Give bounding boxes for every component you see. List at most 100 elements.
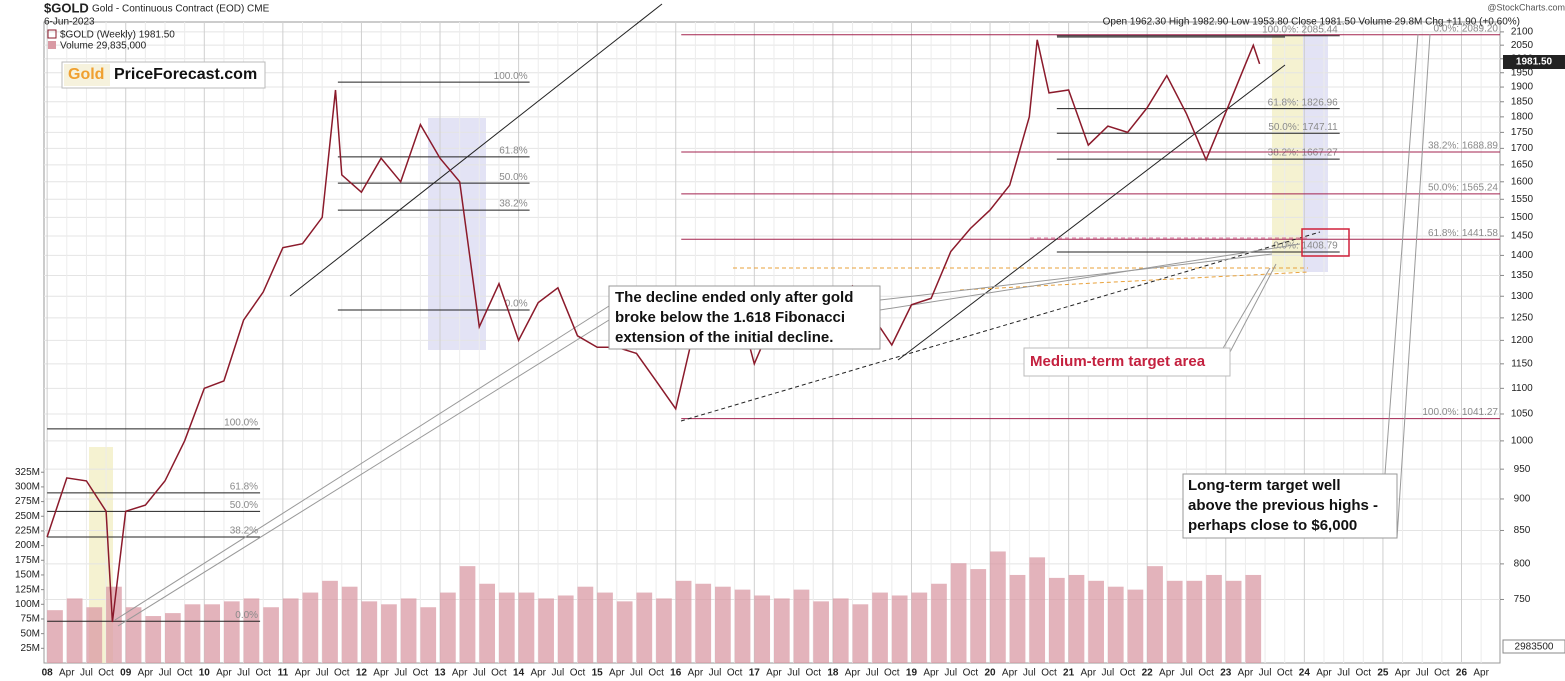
legend-volume: Volume 29,835,000: [60, 41, 147, 52]
volume-bar: [616, 601, 633, 663]
volume-bar: [1068, 574, 1085, 663]
x-tick-label: 24: [1299, 668, 1311, 679]
volume-bar: [754, 595, 771, 663]
x-tick-label: 21: [1063, 668, 1075, 679]
trendline: [680, 231, 1321, 422]
callout-box: [608, 285, 881, 350]
volume-bar: [165, 613, 181, 663]
volume-bar: [204, 604, 221, 663]
volume-tag: 2983500: [1515, 642, 1554, 653]
y-tick-label: 1700: [1511, 143, 1534, 154]
volume-bar: [440, 592, 456, 663]
x-tick-label: 11: [278, 668, 289, 679]
volume-tick-label: 325M: [15, 467, 40, 478]
volume-tag-box: [1502, 639, 1565, 654]
x-tick-label: Oct: [1198, 668, 1214, 679]
x-tick-label: Jul: [159, 668, 172, 679]
x-tick-label: Apr: [1002, 668, 1018, 679]
volume-bar: [773, 598, 790, 663]
volume-bar: [911, 592, 928, 663]
x-tick-label: Jul: [1416, 668, 1429, 679]
volume-bar: [1245, 574, 1262, 663]
volume-bar: [1186, 580, 1203, 663]
y-tick-label: 850: [1514, 525, 1531, 536]
volume-bar: [734, 589, 751, 663]
volume-bar: [1107, 586, 1124, 663]
volume-bar: [852, 604, 869, 663]
volume-tick-label: 225M: [15, 526, 40, 537]
y-tick-label: 1200: [1511, 335, 1534, 346]
fib-label: 100.0%: [494, 71, 528, 82]
y-tick-label: 1500: [1511, 212, 1534, 223]
x-tick-label: Oct: [1355, 668, 1371, 679]
title: $GOLD: [44, 0, 89, 15]
pointer: [1384, 33, 1419, 475]
volume-bar: [597, 592, 613, 663]
x-tick-label: Jul: [1337, 668, 1350, 679]
pointer: [879, 243, 1301, 311]
volume-tick-label: 300M: [15, 482, 40, 493]
x-tick-label: Oct: [255, 668, 271, 679]
fib-label: 38.2%: 1667.27: [1268, 148, 1338, 159]
x-tick-label: Oct: [884, 668, 900, 679]
x-tick-label: 15: [592, 668, 604, 679]
y-tick-label: 950: [1514, 464, 1531, 475]
volume-bar: [243, 598, 260, 663]
volume-bar: [223, 601, 240, 663]
x-tick-label: Apr: [1238, 668, 1254, 679]
x-tick-label: Apr: [766, 668, 782, 679]
pointer: [1396, 33, 1431, 539]
callout-box: [1182, 473, 1398, 539]
x-tick-label: Jul: [551, 668, 564, 679]
volume-bar: [931, 583, 947, 663]
volume-bar: [86, 607, 103, 663]
volume-bar: [675, 580, 692, 663]
x-tick-label: Jul: [866, 668, 879, 679]
x-tick-label: Oct: [1120, 668, 1136, 679]
volume-bar: [872, 592, 888, 663]
fib-label: 61.8%: [499, 146, 527, 157]
shade-yellow: [1272, 35, 1303, 272]
volume-bar: [400, 598, 417, 663]
volume-bar: [498, 592, 515, 663]
x-tick-label: 23: [1220, 668, 1232, 679]
volume-bar: [656, 598, 672, 663]
logo-site: PriceForecast.com: [114, 66, 257, 83]
volume-bar: [695, 583, 712, 663]
y-tick-label: 1150: [1511, 358, 1533, 369]
x-tick-label: Jul: [944, 668, 957, 679]
volume-bar: [1009, 574, 1026, 663]
x-tick-label: Oct: [963, 668, 979, 679]
volume-bar: [263, 607, 279, 663]
pointer: [879, 253, 1273, 301]
volume-bar: [459, 566, 476, 663]
x-tick-label: 09: [120, 668, 132, 679]
volume-tick-label: 200M: [15, 540, 40, 551]
x-tick-label: 20: [984, 668, 996, 679]
fib-label: 61.8%: [230, 482, 258, 493]
x-tick-label: Apr: [138, 668, 154, 679]
trendline: [289, 3, 663, 297]
callout-text: extension of the initial decline.: [615, 329, 833, 346]
last-price-tag: [1503, 55, 1565, 69]
fib-label: 50.0%: [499, 172, 527, 183]
y-tick-label: 1850: [1511, 96, 1534, 107]
x-tick-label: 14: [513, 668, 525, 679]
fib-label: 0.0%: [505, 299, 528, 310]
legend-icon: [48, 41, 56, 49]
volume-bar: [1166, 580, 1183, 663]
y-tick-label: 1650: [1511, 159, 1534, 170]
pointer: [1229, 263, 1277, 353]
x-tick-label: Jul: [473, 668, 486, 679]
x-tick-label: 08: [42, 668, 54, 679]
volume-tick-label: 100M: [15, 599, 40, 610]
y-tick-label: 1900: [1511, 82, 1534, 93]
x-tick-label: Oct: [570, 668, 586, 679]
volume-bar: [715, 586, 731, 663]
y-tick-label: 1800: [1511, 112, 1534, 123]
x-tick-label: Jul: [394, 668, 407, 679]
x-tick-label: 18: [827, 668, 839, 679]
trendline: [897, 64, 1286, 361]
x-tick-label: 26: [1456, 668, 1468, 679]
volume-bar: [322, 580, 338, 663]
